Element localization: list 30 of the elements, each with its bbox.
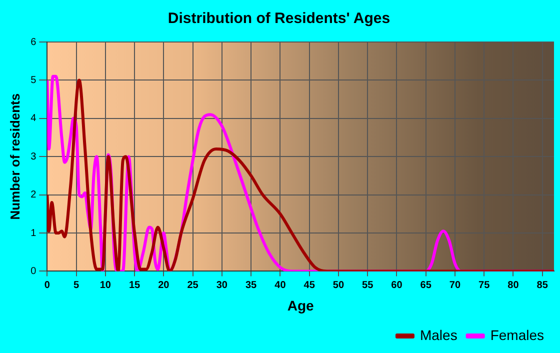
- y-tick-label: 5: [30, 74, 37, 86]
- y-axis-title: Number of residents: [7, 93, 22, 220]
- x-tick-label: 20: [158, 280, 170, 291]
- x-tick-label: 35: [246, 280, 258, 291]
- x-tick-label: 45: [304, 280, 316, 291]
- x-tick-label: 85: [536, 280, 548, 291]
- chart-title: Distribution of Residents' Ages: [168, 10, 390, 28]
- y-tick-label: 2: [30, 190, 37, 201]
- x-tick-label: 30: [216, 280, 228, 291]
- y-tick-label: 3: [30, 151, 37, 162]
- x-tick-label: 75: [478, 280, 490, 291]
- x-tick-label: 5: [74, 280, 80, 291]
- x-axis-title: Age: [287, 297, 314, 314]
- y-tick-label: 4: [30, 113, 37, 124]
- legend-label: Females: [490, 326, 544, 343]
- x-tick-label: 55: [362, 280, 374, 291]
- x-tick-label: 40: [274, 280, 286, 291]
- y-tick-label: 1: [30, 228, 37, 239]
- x-tick-label: 65: [420, 280, 432, 291]
- x-tick-label: 70: [449, 280, 461, 291]
- x-tick-label: 10: [100, 280, 112, 291]
- y-tick-label: 6: [30, 36, 37, 48]
- x-tick-label: 0: [44, 280, 50, 291]
- legend-label: Males: [420, 326, 458, 343]
- x-tick-label: 50: [332, 280, 344, 291]
- x-tick-label: 15: [128, 280, 141, 291]
- y-tick-label: 0: [30, 266, 37, 277]
- x-tick-label: 60: [391, 280, 403, 291]
- x-tick-label: 80: [508, 280, 520, 291]
- x-tick-label: 25: [187, 280, 199, 291]
